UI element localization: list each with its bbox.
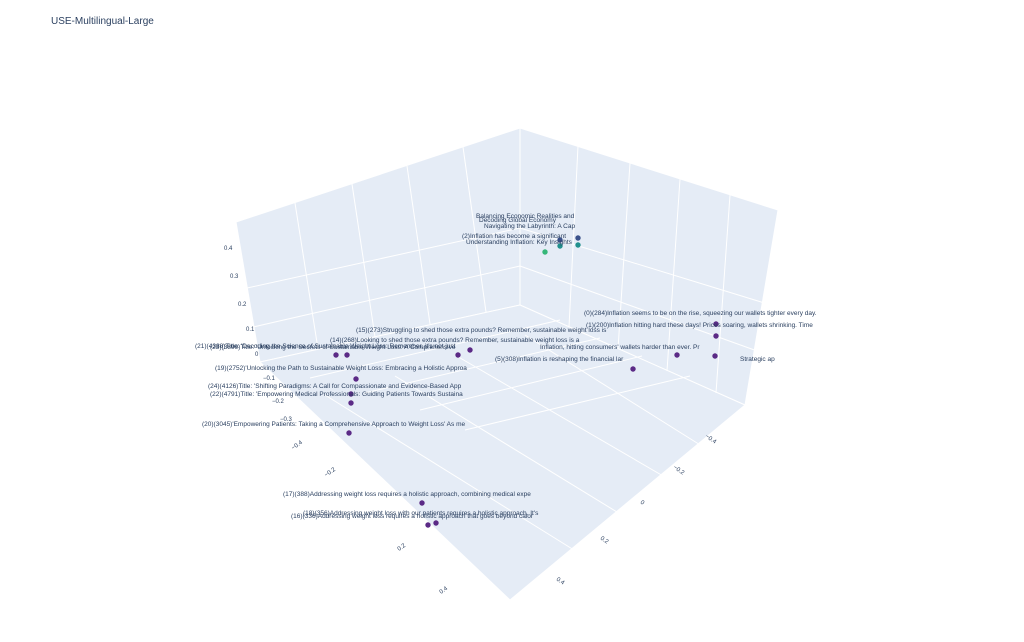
grid-line xyxy=(294,202,319,350)
point-label: (22)(4791)Title: 'Empowering Medical Pro… xyxy=(210,391,463,398)
point-label: (23)(3899)Title: 'Unlocking the Secrets … xyxy=(210,344,456,351)
z-tick-label: −0.2 xyxy=(272,399,285,405)
grid-lines xyxy=(237,145,772,561)
point-label: (20)(3045)'Empowering Patients: Taking a… xyxy=(202,421,465,428)
point-labels: (0)(284)Inflation seems to be on the ris… xyxy=(195,213,817,520)
point-label: Decoding Global Economy xyxy=(479,217,557,224)
grid-line xyxy=(519,265,761,353)
point-label: (2)Inflation has become a significant xyxy=(462,233,566,240)
point-label: (18)(356)Addressing weight loss with our… xyxy=(303,510,539,517)
y-tick-label: 0.2 xyxy=(599,536,610,546)
grid-line xyxy=(324,394,591,561)
z-tick-label: 0.3 xyxy=(230,274,239,280)
data-point[interactable] xyxy=(433,520,439,526)
grid-line xyxy=(406,165,431,325)
data-markers xyxy=(333,235,719,528)
data-point[interactable] xyxy=(713,333,719,339)
point-label: Balancing Economic Realities and xyxy=(476,213,575,220)
point-label: Strategic ap xyxy=(740,356,775,363)
z-tick-label: 0.4 xyxy=(224,246,233,252)
data-point[interactable] xyxy=(674,352,680,358)
point-label: (1)(200)Inflation hitting hard these day… xyxy=(586,322,813,329)
point-label: Understanding Inflation: Key Insights xyxy=(466,239,573,246)
z-tick-label: 0.1 xyxy=(246,327,255,333)
chart-title: USE-Multilingual-Large xyxy=(51,16,154,27)
z-tick-label: 0 xyxy=(255,352,259,358)
x-tick-label: 0.2 xyxy=(397,543,408,553)
data-point[interactable] xyxy=(455,352,461,358)
data-point[interactable] xyxy=(557,237,563,243)
y-tick-label: −0.2 xyxy=(672,465,686,477)
grid-line xyxy=(364,337,601,394)
data-point[interactable] xyxy=(557,243,563,249)
y-tick-label: 0 xyxy=(639,500,646,507)
axis-walls xyxy=(235,127,779,601)
data-point[interactable] xyxy=(425,522,431,528)
point-label: (14)(268)Looking to shed those extra pou… xyxy=(330,337,580,344)
point-label: (15)(273)Struggling to shed those extra … xyxy=(356,327,607,334)
data-point[interactable] xyxy=(712,353,718,359)
data-point[interactable] xyxy=(575,235,581,241)
point-label: (24)(4126)Title: 'Shifting Paradigms: A … xyxy=(208,383,462,390)
z-tick-label: −0.3 xyxy=(280,417,293,423)
point-label: Navigating the Labyrinth: A Cap xyxy=(484,223,575,230)
point-label: (21)(4388)Title: 'Decoding the Science o… xyxy=(195,343,456,350)
data-point[interactable] xyxy=(344,352,350,358)
grid-line xyxy=(462,146,487,313)
data-point[interactable] xyxy=(348,400,354,406)
grid-line xyxy=(524,334,706,449)
data-point[interactable] xyxy=(713,321,719,327)
grid-line xyxy=(309,319,561,379)
x-tick-label: −0.4 xyxy=(291,440,305,452)
grid-line xyxy=(568,145,579,328)
x-tick-label: −0.2 xyxy=(324,467,338,479)
data-point[interactable] xyxy=(333,352,339,358)
z-tick-label: −0.1 xyxy=(263,376,276,382)
grid-line xyxy=(464,375,691,431)
grid-line xyxy=(394,375,631,521)
point-label: Inflation, hitting consumers' wallets ha… xyxy=(540,344,700,351)
grid-line xyxy=(715,194,731,394)
grid-line xyxy=(419,355,643,411)
grid-line xyxy=(239,265,521,331)
y-tick-label: 0.4 xyxy=(555,577,566,587)
grid-line xyxy=(617,162,631,350)
point-label: (19)(2752)'Unlocking the Path to Sustain… xyxy=(215,365,467,372)
data-point[interactable] xyxy=(346,430,352,436)
data-point[interactable] xyxy=(630,366,636,372)
point-label: (17)(388)Addressing weight loss requires… xyxy=(283,491,531,498)
point-label: (0)(284)Inflation seems to be on the ris… xyxy=(584,310,817,317)
point-label: (5)(308)Inflation is reshaping the finan… xyxy=(495,356,624,363)
data-point[interactable] xyxy=(419,500,425,506)
data-point[interactable] xyxy=(348,391,354,397)
z-tick-label: 0.2 xyxy=(238,302,247,308)
y-tick-label: −0.4 xyxy=(704,434,718,446)
data-point[interactable] xyxy=(353,376,359,382)
data-point[interactable] xyxy=(575,242,581,248)
x-tick-label: 0.4 xyxy=(439,586,450,596)
floor-wall xyxy=(258,304,746,601)
grid-line xyxy=(454,354,671,481)
grid-line xyxy=(237,227,521,291)
point-label: (16)(336)Addressing weight loss requires… xyxy=(291,513,534,520)
data-point[interactable] xyxy=(542,249,548,255)
grid-line xyxy=(351,183,376,338)
data-point[interactable] xyxy=(467,347,473,353)
